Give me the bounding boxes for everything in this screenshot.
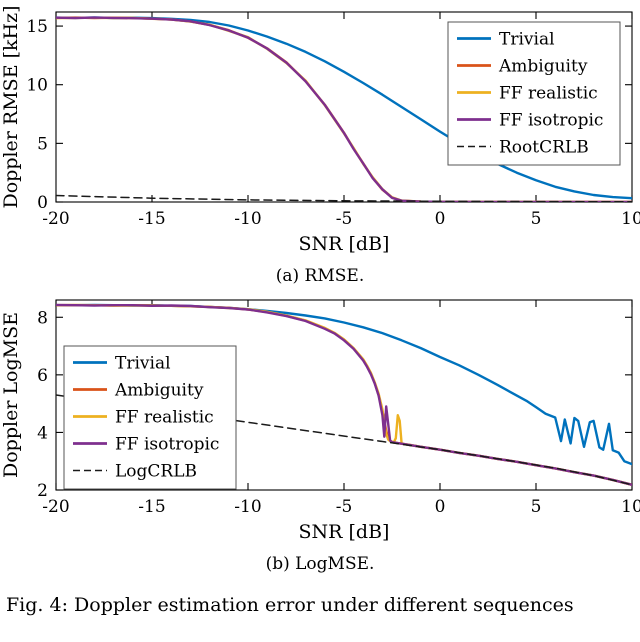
x-tick-label: -10: [234, 497, 261, 517]
subcaption-b: (b) LogMSE.: [265, 554, 375, 574]
legend-label: Ambiguity: [498, 57, 588, 77]
rmse-chart: -20 -15 -10 -5 0 5 10 0 5 10 15 SNR [dB] Doppler RMS…: [0, 6, 640, 255]
x-tick-label: -20: [42, 497, 69, 517]
y-tick-label: 5: [37, 134, 48, 154]
x-tick-label: 0: [435, 209, 446, 229]
series-rootcrlb: [56, 194, 632, 202]
y-tick-label: 10: [26, 76, 48, 96]
y-axis-label: Doppler LogMSE: [0, 312, 22, 478]
legend-label: LogCRLB: [115, 462, 197, 482]
x-tick-label: -20: [42, 209, 69, 229]
y-tick-label: 15: [26, 17, 48, 37]
x-tick-label: 0: [435, 497, 446, 517]
legend-label: FF realistic: [115, 408, 214, 428]
legend-label: Trivial: [115, 354, 171, 374]
x-tick-label: -15: [138, 209, 165, 229]
x-tick-label: 5: [531, 209, 542, 229]
figure-4: -20 -15 -10 -5 0 5 10 0 5 10 15 SNR [dB] Doppler RMS…: [0, 6, 640, 616]
x-axis-label: SNR [dB]: [299, 233, 390, 255]
legend: Trivial Ambiguity FF realistic FF isotropic…: [447, 21, 621, 166]
y-tick-label: 2: [37, 481, 48, 501]
x-tick-label: 5: [531, 497, 542, 517]
x-tick-label: 10: [621, 497, 640, 517]
legend-label: RootCRLB: [499, 138, 589, 158]
x-tick-label: -15: [138, 497, 165, 517]
legend-label: Trivial: [499, 30, 555, 50]
y-tick-label: 8: [37, 308, 48, 328]
y-tick-label: 6: [37, 366, 48, 386]
y-tick-label: 4: [37, 423, 48, 443]
x-tick-label: -10: [234, 209, 261, 229]
subcaption-a: (a) RMSE.: [275, 266, 365, 286]
legend-label: FF isotropic: [499, 111, 603, 131]
y-axis-label: Doppler RMSE [kHz]: [0, 6, 22, 209]
legend-label: FF isotropic: [115, 435, 219, 455]
legend-label: FF realistic: [499, 84, 598, 104]
legend-label: Ambiguity: [114, 381, 204, 401]
figure-caption: Fig. 4: Doppler estimation error under d…: [6, 594, 574, 616]
x-tick-label: -5: [336, 497, 353, 517]
x-tick-label: -5: [336, 209, 353, 229]
x-axis-label: SNR [dB]: [299, 521, 390, 543]
y-tick-label: 0: [37, 193, 48, 213]
logmse-chart: -20 -15 -10 -5 0 5 10 2 4 6 8 SNR [dB] Doppler LogMS…: [0, 299, 640, 543]
legend: Trivial Ambiguity FF realistic FF isotropic…: [63, 345, 237, 490]
x-tick-label: 10: [621, 209, 640, 229]
